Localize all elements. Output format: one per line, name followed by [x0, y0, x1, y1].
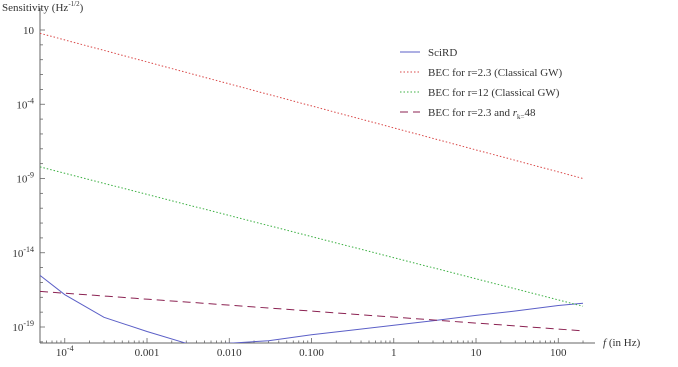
legend-label-subscript: k=	[517, 113, 525, 121]
x-tick-label: 0.001	[135, 347, 160, 359]
y-axis-title-close: )	[80, 2, 84, 14]
y-axis-title-exponent: -1/2	[68, 0, 80, 8]
y-tick-label-base: 10	[12, 248, 24, 260]
series-line-2	[40, 166, 584, 307]
y-tick-label: 10-14	[12, 245, 34, 260]
y-axis-title-main: Sensitivity (Hz	[2, 2, 68, 14]
y-tick-label-exponent: -19	[23, 319, 34, 328]
series-line-0	[40, 275, 584, 343]
y-tick-label: 10-19	[12, 319, 34, 334]
y-tick-label-base: 10	[16, 99, 28, 111]
x-tick-label: 0.100	[299, 347, 324, 359]
legend-label-3: BEC for r=2.3 and rk=48	[428, 107, 536, 121]
y-tick-label-base: 10	[16, 174, 28, 186]
y-axis-title: Sensitivity (Hz-1/2)	[2, 0, 84, 14]
x-tick-label-base: 10	[56, 347, 68, 359]
x-tick-label: 100	[550, 347, 567, 359]
legend-label-1: BEC for r=2.3 (Classical GW)	[428, 67, 563, 79]
x-tick-label: 10-4	[56, 344, 74, 359]
y-tick-label-exponent: -14	[23, 245, 34, 254]
x-tick-label: 1	[391, 347, 397, 359]
y-tick-label-exponent: -9	[27, 171, 34, 180]
y-tick-label: 10	[23, 25, 35, 37]
y-tick-label: 10-9	[16, 171, 34, 186]
series-line-1	[40, 32, 584, 179]
y-tick-label-exponent: -4	[27, 96, 34, 105]
y-tick-label: 10-4	[16, 96, 34, 111]
x-tick-label-exponent: -4	[67, 344, 74, 353]
legend-label-symbol: r	[513, 107, 518, 119]
legend: SciRD BEC for r=2.3 (Classical GW) BEC for…	[400, 47, 563, 121]
legend-label-tail: 48	[524, 107, 536, 119]
series-line-3	[40, 290, 584, 332]
x-axis-title: f (in Hz)	[603, 337, 641, 349]
x-tick-label: 0.010	[217, 347, 242, 359]
x-tick-label: 10	[471, 347, 483, 359]
x-axis-title-symbol: f	[603, 337, 608, 349]
x-axis-title-unit: (in Hz)	[606, 337, 641, 349]
y-tick-label-base: 10	[12, 322, 24, 334]
legend-label-2: BEC for r=12 (Classical GW)	[428, 87, 560, 99]
legend-label-text: BEC for r=2.3 and	[428, 107, 513, 119]
legend-label-0: SciRD	[428, 47, 457, 59]
